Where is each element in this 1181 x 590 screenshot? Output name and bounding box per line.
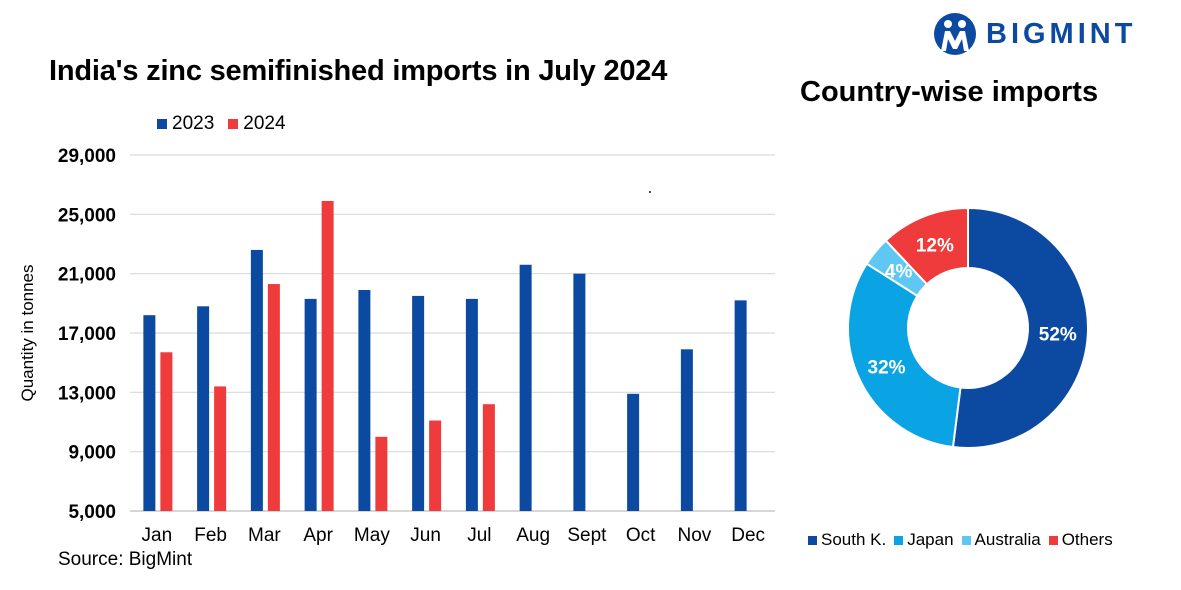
pie-legend: South K. Japan Australia Others	[808, 530, 1121, 550]
legend-item-2024: 2024	[228, 113, 286, 135]
y-tick-label: 29,000	[58, 146, 116, 167]
x-tick-label: Mar	[248, 525, 281, 546]
pie-legend-item: South K.	[808, 530, 886, 550]
bar-2024-jun	[429, 420, 442, 511]
y-tick-label: 17,000	[58, 324, 116, 345]
bar-2023-sept	[573, 273, 586, 511]
x-tick-label: Oct	[626, 525, 656, 546]
bar-legend: 2023 2024	[157, 113, 300, 135]
bar-2024-jul	[482, 404, 495, 511]
y-tick-label: 9,000	[68, 443, 116, 464]
x-tick-label: Dec	[731, 525, 765, 546]
legend-swatch-2024	[228, 119, 239, 129]
bar-2023-feb	[197, 306, 210, 511]
x-tick-label: Jan	[142, 525, 173, 546]
bars	[143, 200, 747, 511]
y-tick-label: 25,000	[58, 205, 116, 226]
x-tick-label: May	[354, 525, 390, 546]
bigmint-logo: BIGMINT	[932, 12, 1136, 56]
donut-slice-japan	[847, 262, 962, 449]
bar-2024-jan	[160, 352, 173, 511]
bigmint-logo-icon	[934, 13, 976, 55]
stray-dot	[649, 191, 651, 193]
bar-2023-apr	[304, 298, 317, 511]
legend-label-2024: 2024	[243, 113, 286, 134]
legend-swatch-2023	[157, 119, 167, 129]
bar-2023-nov	[680, 349, 693, 511]
donut-value-label: 4%	[885, 262, 913, 283]
legend-label-2023: 2023	[172, 113, 215, 134]
x-tick-label: Apr	[303, 525, 333, 546]
x-tick-label: Aug	[516, 525, 550, 546]
grid-lines	[130, 154, 775, 512]
pie-legend-item: Others	[1048, 530, 1113, 550]
x-tick-label: Sept	[567, 525, 607, 546]
pie-legend-label: South K.	[821, 530, 887, 549]
pie-legend-swatch	[894, 535, 904, 545]
legend-item-2023: 2023	[157, 113, 214, 135]
pie-legend-swatch	[961, 535, 971, 545]
pie-legend-label: Japan	[907, 530, 954, 549]
source-note: Source: BigMint	[58, 549, 193, 570]
pie-legend-item: Japan	[894, 530, 954, 550]
donut-slice-others	[884, 206, 969, 286]
y-axis-label: Quantity in tonnes	[18, 264, 37, 401]
pie-legend-swatch	[1048, 535, 1058, 545]
bar-2024-may	[375, 436, 388, 511]
bar-chart-title: India's zinc semifinished imports in Jul…	[49, 55, 668, 87]
bar-2023-may	[358, 289, 371, 511]
bar-2023-jun	[412, 295, 425, 511]
x-tick-label: Nov	[677, 525, 711, 546]
pie-legend-label: Australia	[974, 530, 1041, 549]
bar-2024-mar	[267, 284, 280, 511]
bar-2023-oct	[627, 393, 640, 511]
brand-name: BIGMINT	[986, 17, 1137, 50]
bar-2023-dec	[734, 300, 747, 511]
y-tick-label: 21,000	[58, 265, 116, 286]
x-tick-labels: Jan Feb Mar Apr May Jun Jul Aug Sept Oct Nov Dec	[142, 525, 765, 546]
pie-legend-swatch	[808, 535, 817, 545]
bar-2023-jan	[143, 315, 156, 511]
y-tick-label: 13,000	[58, 383, 116, 404]
donut-value-label: 52%	[1039, 325, 1077, 346]
x-tick-label: Jun	[410, 525, 441, 546]
bar-2023-mar	[250, 249, 263, 511]
bar-2024-feb	[214, 386, 227, 511]
pie-chart-title: Country-wise imports	[800, 76, 1099, 108]
bar-2023-jul	[465, 298, 478, 511]
x-tick-label: Jul	[467, 525, 491, 546]
donut-value-label: 32%	[868, 357, 906, 378]
x-tick-label: Feb	[194, 525, 227, 546]
y-tick-labels: 29,000 25,000 21,000 17,000 13,000 9,000 5,000	[58, 146, 116, 523]
bar-2024-apr	[321, 200, 334, 511]
bar-2023-aug	[519, 264, 532, 511]
donut-chart: 52% 32% 4%12%	[847, 206, 1089, 449]
donut-slice-south-k-	[951, 206, 1089, 449]
pie-legend-label: Others	[1061, 530, 1113, 549]
pie-legend-item: Australia	[961, 530, 1041, 550]
donut-value-label: 12%	[916, 235, 954, 256]
y-tick-label: 5,000	[68, 502, 116, 523]
